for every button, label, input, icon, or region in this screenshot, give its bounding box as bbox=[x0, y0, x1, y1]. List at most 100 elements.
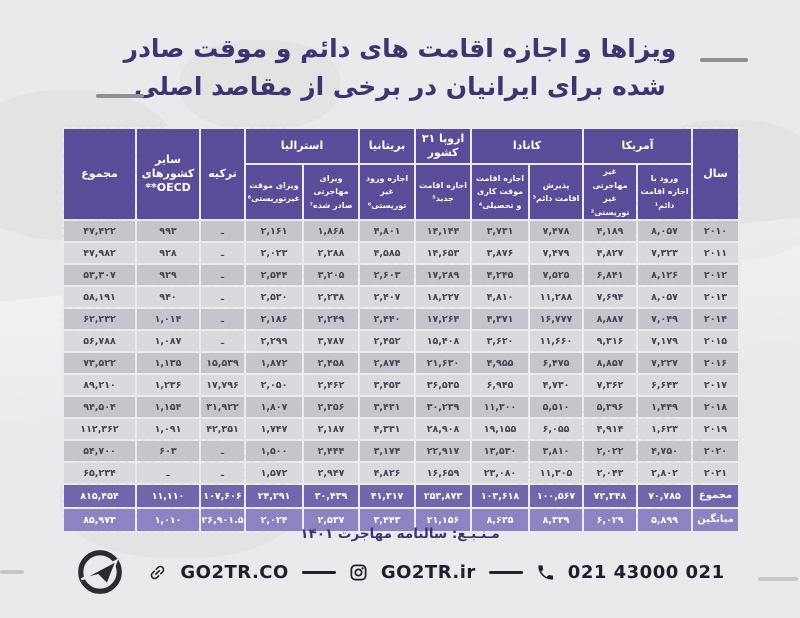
summary-value: ۲,۵۳۷ bbox=[302, 507, 361, 534]
footer-decor-dash bbox=[758, 577, 798, 581]
value-cell: ۳,۸۱۰ bbox=[528, 439, 585, 464]
summary-value: ۸,۶۳۵ bbox=[470, 507, 531, 534]
value-cell: ۴,۲۴۵ bbox=[470, 263, 531, 288]
value-cell: ۱,۰۹۱ bbox=[135, 417, 201, 442]
value-cell: ۱,۸۷۲ bbox=[243, 351, 305, 376]
website-link[interactable]: GO2TR.CO bbox=[180, 561, 289, 583]
value-cell: ۲,۰۵۰ bbox=[243, 373, 305, 398]
value-cell: ۱۳,۵۳۰ bbox=[470, 439, 531, 464]
value-cell: ۳,۷۳۱ bbox=[470, 219, 531, 244]
value-cell: ۲,۴۰۷ bbox=[358, 285, 417, 310]
value-cell: ۱,۷۴۷ bbox=[243, 417, 305, 442]
table-foot: مجموع ۷۰,۷۸۵ ۷۲,۳۴۸ ۱۰۰,۵۶۷ ۱۰۳,۶۱۸ ۲۵۳,۸۷۳ ۴۱… bbox=[62, 483, 741, 534]
value-cell: ۴,۸۲۶ bbox=[358, 461, 417, 486]
value-cell: ۴,۹۵۵ bbox=[470, 351, 531, 376]
value-cell: ۶,۸۴۱ bbox=[582, 263, 639, 288]
phone-number[interactable]: 021 43000 021 bbox=[567, 561, 725, 583]
summary-value: ۸,۳۳۹ bbox=[528, 507, 585, 534]
value-cell: ۴,۷۵۰ bbox=[636, 439, 694, 464]
value-cell: ۷,۵۲۵ bbox=[528, 263, 585, 288]
subcol-ca-temporary: اجازه اقامت موقت کاری و تحصیلی⁴ bbox=[470, 162, 531, 222]
value-cell: ۷,۰۴۹ bbox=[636, 307, 694, 332]
year-cell: ۲۰۲۱ bbox=[691, 461, 741, 486]
value-cell: ۵۴,۷۰۰ bbox=[62, 439, 137, 464]
summary-value: ۶,۰۲۹ bbox=[582, 507, 639, 534]
value-cell: ۱,۶۲۳ bbox=[636, 417, 694, 442]
value-cell: ۹,۳۱۶ bbox=[582, 329, 639, 354]
value-cell: ۷,۲۲۷ bbox=[636, 351, 694, 376]
year-cell: ۲۰۱۷ bbox=[691, 373, 741, 398]
summary-value: ۱,۰۱۰ bbox=[135, 507, 201, 534]
title-line-2: شده برای ایرانیان در برخی از مقاصد اصلی bbox=[134, 71, 666, 101]
col-group-europe: اروپا ۳۱ کشور bbox=[414, 127, 473, 165]
value-cell: ـ bbox=[199, 439, 246, 464]
value-cell: ۳,۴۳۱ bbox=[358, 395, 417, 420]
value-cell: ۱,۴۴۹ bbox=[636, 395, 694, 420]
year-cell: ۲۰۱۴ bbox=[691, 307, 741, 332]
value-cell: ۲,۰۲۲ bbox=[582, 439, 639, 464]
summary-value: ۲۵۳,۸۷۳ bbox=[414, 483, 473, 510]
year-cell: ۲۰۱۲ bbox=[691, 263, 741, 288]
year-cell: ۲۰۲۰ bbox=[691, 439, 741, 464]
table-row: ۲۰۱۸ ۱,۴۴۹ ۵,۳۹۶ ۵,۵۱۰ ۱۱,۳۰۰ ۳۰,۲۳۹ ۳,۴۳۱ ۲,۳۵… bbox=[62, 395, 741, 420]
value-cell: ۱۱۲,۳۶۲ bbox=[62, 417, 137, 442]
value-cell: ۴,۵۸۵ bbox=[358, 241, 417, 266]
value-cell: ۲,۵۴۴ bbox=[243, 263, 305, 288]
value-cell: ۳,۸۷۶ bbox=[470, 241, 531, 266]
col-group-canada: کانادا bbox=[470, 127, 585, 165]
value-cell: ـ bbox=[135, 461, 201, 486]
value-cell: ۸,۸۸۷ bbox=[582, 307, 639, 332]
value-cell: ۷,۳۲۳ bbox=[636, 241, 694, 266]
value-cell: ۷,۳۶۲ bbox=[582, 373, 639, 398]
table-row: ۲۰۱۶ ۷,۲۲۷ ۸,۸۵۷ ۶,۴۷۵ ۴,۹۵۵ ۲۱,۶۳۰ ۲,۸۷۴ ۲,۴۵۸… bbox=[62, 351, 741, 376]
value-cell: ۱,۰۸۷ bbox=[135, 329, 201, 354]
value-cell: ۱۴,۶۵۳ bbox=[414, 241, 473, 266]
value-cell: ۶,۰۵۵ bbox=[528, 417, 585, 442]
value-cell: ۸,۸۵۷ bbox=[582, 351, 639, 376]
value-cell: ۲,۰۲۳ bbox=[243, 241, 305, 266]
value-cell: ۴,۳۷۱ bbox=[470, 307, 531, 332]
value-cell: ۱,۱۳۵ bbox=[135, 351, 201, 376]
col-group-america: آمریکا bbox=[582, 127, 694, 165]
value-cell: ۴۷,۴۲۲ bbox=[62, 219, 137, 244]
table-row: ۲۰۱۰ ۸,۰۵۷ ۴,۱۸۹ ۷,۴۷۸ ۳,۷۳۱ ۱۴,۱۴۴ ۴,۸۰۱ ۱,۸۶۸… bbox=[62, 219, 741, 244]
instagram-handle[interactable]: GO2TR.ir bbox=[380, 561, 476, 583]
value-cell: ۴,۱۸۹ bbox=[582, 219, 639, 244]
value-cell: ۲,۲۹۹ bbox=[243, 329, 305, 354]
value-cell: ۱۱,۲۸۸ bbox=[528, 285, 585, 310]
subcol-au-temp-visa: ویزای موقت غیرتوریستی⁸ bbox=[243, 162, 305, 222]
value-cell: ۶۰۳ bbox=[135, 439, 201, 464]
value-cell: ۱۶,۷۷۷ bbox=[528, 307, 585, 332]
value-cell: ۱۱,۳۰۰ bbox=[470, 395, 531, 420]
year-cell: ۲۰۱۰ bbox=[691, 219, 741, 244]
col-header-total: مجموع bbox=[62, 126, 137, 222]
value-cell: ۲,۰۴۳ bbox=[582, 461, 639, 486]
contact-separator bbox=[301, 570, 336, 574]
value-cell: ۱,۵۷۲ bbox=[243, 461, 305, 486]
value-cell: ۱۹,۱۵۵ bbox=[470, 417, 531, 442]
value-cell: ۷۳,۵۲۲ bbox=[62, 351, 137, 376]
summary-value: ۳۰,۴۳۹ bbox=[302, 483, 361, 510]
value-cell: ۳۶,۵۳۵ bbox=[414, 373, 473, 398]
value-cell: ۷,۴۷۹ bbox=[528, 241, 585, 266]
table-row: ۲۰۱۱ ۷,۳۲۳ ۴,۸۲۷ ۷,۴۷۹ ۳,۸۷۶ ۱۴,۶۵۳ ۴,۵۸۵ ۲,۲۸۸… bbox=[62, 241, 741, 266]
visa-table: سال آمریکا کانادا اروپا ۳۱ کشور بریتانیا… bbox=[62, 126, 741, 534]
col-group-britain: بریتانیا bbox=[358, 127, 417, 165]
value-cell: ۲,۵۳۰ bbox=[243, 285, 305, 310]
value-cell: ۲,۱۶۱ bbox=[243, 219, 305, 244]
summary-value: ۲۴,۲۹۱ bbox=[243, 483, 305, 510]
summary-value: ۸۵,۹۷۳ bbox=[62, 507, 137, 534]
subcol-uk-nontourist-entry: اجازه ورود غیر توریستی⁶ bbox=[358, 162, 417, 222]
value-cell: ۲,۲۳۸ bbox=[302, 285, 361, 310]
value-cell: ۱,۲۳۶ bbox=[135, 373, 201, 398]
summary-value: ۱۰۳,۶۱۸ bbox=[470, 483, 531, 510]
subcol-au-migration-visa: ویزای مهاجرتی صادر شده⁷ bbox=[302, 162, 361, 222]
value-cell: ۵۸,۱۹۱ bbox=[62, 285, 137, 310]
summary-value: ۸۱۵,۴۵۴ bbox=[62, 483, 137, 510]
value-cell: ۲,۱۸۶ bbox=[243, 307, 305, 332]
map-watermark bbox=[180, 40, 340, 130]
subcol-eu-new-permit: اجازه اقامت جدید⁵ bbox=[414, 162, 473, 222]
value-cell: ۲۳,۰۸۰ bbox=[470, 461, 531, 486]
value-cell: ۲,۸۰۲ bbox=[636, 461, 694, 486]
go2tr-logo bbox=[75, 547, 125, 597]
